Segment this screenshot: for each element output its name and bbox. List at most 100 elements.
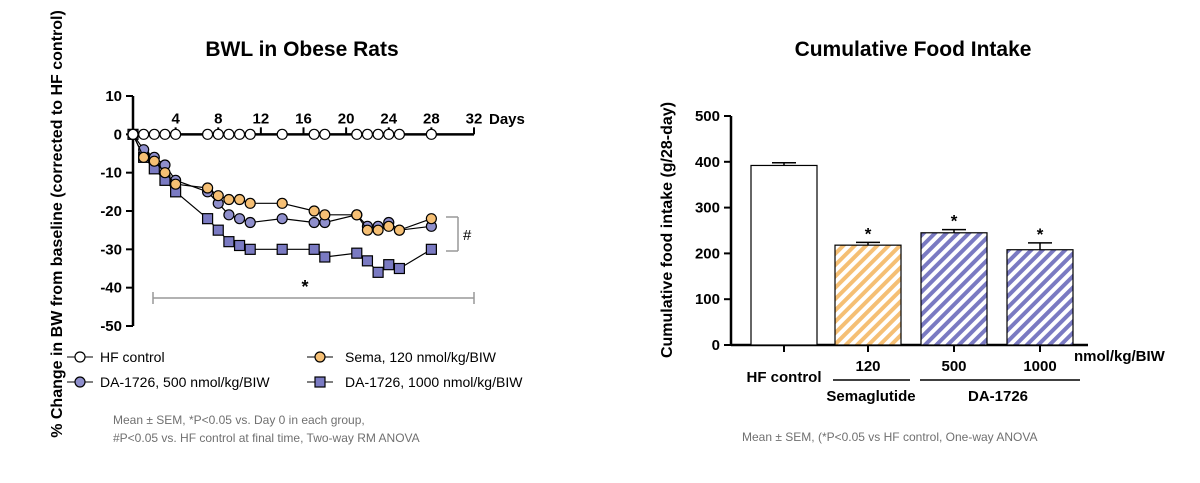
data-point [201, 213, 214, 225]
data-point [138, 128, 150, 140]
bar-120 [834, 244, 902, 346]
bwl-x-tick-label: 16 [295, 110, 312, 127]
bwl-y-tick-label: -10 [100, 165, 122, 182]
bwl-x-tick-label: 12 [253, 110, 270, 127]
data-point [127, 128, 139, 140]
data-point [425, 128, 437, 140]
data-point [308, 205, 320, 217]
food-y-tick-label: 400 [695, 154, 720, 171]
legend-label-sema: Sema, 120 nmol/kg/BIW [345, 349, 497, 365]
bwl-x-axis-label: Days [489, 111, 525, 128]
bwl-y-tick-label: -50 [100, 318, 122, 335]
data-point [276, 128, 288, 140]
food-y-tick-label: 100 [695, 291, 720, 308]
food-bars: * * * [750, 161, 1074, 346]
data-point [138, 151, 150, 163]
legend-item-da1726-1000: DA-1726, 1000 nmol/kg/BIW [307, 374, 523, 390]
series-0 [127, 128, 437, 140]
data-point [372, 224, 384, 236]
data-point [148, 155, 160, 167]
bar-500 [920, 232, 988, 346]
bar-1000 [1006, 249, 1074, 346]
data-point [233, 239, 246, 252]
food-chart-title: Cumulative Food Intake [795, 38, 1032, 61]
significance-star: * [1037, 225, 1044, 244]
significance-star: * [865, 224, 872, 243]
data-point [244, 216, 256, 229]
data-point [276, 213, 288, 225]
bwl-chart: BWL in Obese Rats % Change in BW from ba… [49, 10, 525, 445]
legend-label-da1726-1000: DA-1726, 1000 nmol/kg/BIW [345, 374, 523, 390]
data-point [201, 128, 214, 140]
food-y-tick-label: 500 [695, 108, 720, 125]
data-point [244, 243, 256, 255]
data-point [372, 266, 384, 278]
bwl-y-tick-label: 10 [105, 88, 122, 105]
bwl-y-tick-label: 0 [114, 126, 122, 143]
food-x-label-500: 500 [941, 358, 966, 375]
group-label-da1726: DA-1726 [968, 388, 1028, 405]
data-point [148, 128, 160, 140]
data-point [393, 128, 406, 140]
bwl-y-tick-label: -20 [100, 203, 122, 220]
food-y-axis-label: Cumulative food intake (g/28-day) [659, 102, 676, 358]
legend-label-hf-control: HF control [100, 349, 165, 365]
legend-item-sema: Sema, 120 nmol/kg/BIW [307, 349, 497, 365]
data-point [244, 128, 256, 140]
food-x-label-1000: 1000 [1023, 358, 1056, 375]
legend-item-hf-control: HF control [67, 349, 165, 365]
food-tick-labels: 500 400 300 200 100 0 [695, 108, 720, 354]
bwl-y-axis-label: % Change in BW from baseline (corrected … [49, 10, 66, 438]
bwl-footnote-line-1: Mean ± SEM, *P<0.05 vs. Day 0 in each gr… [113, 413, 365, 427]
bwl-x-tick-label: 8 [214, 110, 222, 127]
data-point [212, 224, 224, 236]
food-x-label-hf-control: HF control [747, 369, 822, 386]
data-point [223, 236, 235, 248]
data-point [233, 128, 246, 140]
series-1 [127, 128, 437, 236]
bwl-x-tick-label: 4 [171, 110, 180, 127]
legend-item-da1726-500: DA-1726, 500 nmol/kg/BIW [67, 374, 270, 390]
bwl-significance-bracket-hash [446, 216, 459, 252]
data-point [233, 193, 246, 206]
bwl-x-tick-label: 28 [423, 110, 440, 127]
data-point [361, 255, 374, 267]
data-point [308, 128, 320, 140]
bwl-y-tick-label: -30 [100, 241, 122, 258]
bwl-x-tick-label: 32 [466, 110, 483, 127]
data-point [361, 128, 374, 140]
bwl-x-tick-label: 20 [338, 110, 355, 127]
significance-star: * [951, 212, 958, 231]
food-y-tick-label: 200 [695, 245, 720, 262]
data-point [319, 128, 331, 140]
data-point [308, 216, 320, 229]
data-point [223, 209, 235, 221]
bwl-y-tick-label: -40 [100, 280, 122, 297]
food-dose-unit: nmol/kg/BIW [1074, 348, 1166, 365]
data-point [361, 224, 374, 236]
data-point [244, 197, 256, 209]
data-point [212, 128, 224, 140]
food-y-tick-label: 300 [695, 200, 720, 217]
data-point [351, 209, 363, 221]
bwl-chart-title: BWL in Obese Rats [205, 38, 398, 61]
bwl-series [127, 128, 437, 278]
food-x-label-120: 120 [855, 358, 880, 375]
data-point [383, 259, 395, 271]
data-point [351, 128, 363, 140]
food-footnote: Mean ± SEM, (*P<0.05 vs HF control, One-… [742, 430, 1037, 444]
bwl-annotation-hash: # [463, 227, 472, 244]
data-point [425, 213, 437, 225]
data-point [383, 220, 395, 232]
data-point [159, 128, 171, 140]
bwl-footnote-line-2: #P<0.05 vs. HF control at final time, Tw… [113, 431, 420, 445]
food-y-tick-label: 0 [712, 337, 720, 354]
data-point [308, 243, 320, 255]
data-point [351, 247, 363, 259]
data-point [159, 167, 171, 179]
data-point [372, 128, 384, 140]
data-point [393, 224, 406, 236]
data-point [223, 193, 235, 206]
data-point [223, 128, 235, 140]
